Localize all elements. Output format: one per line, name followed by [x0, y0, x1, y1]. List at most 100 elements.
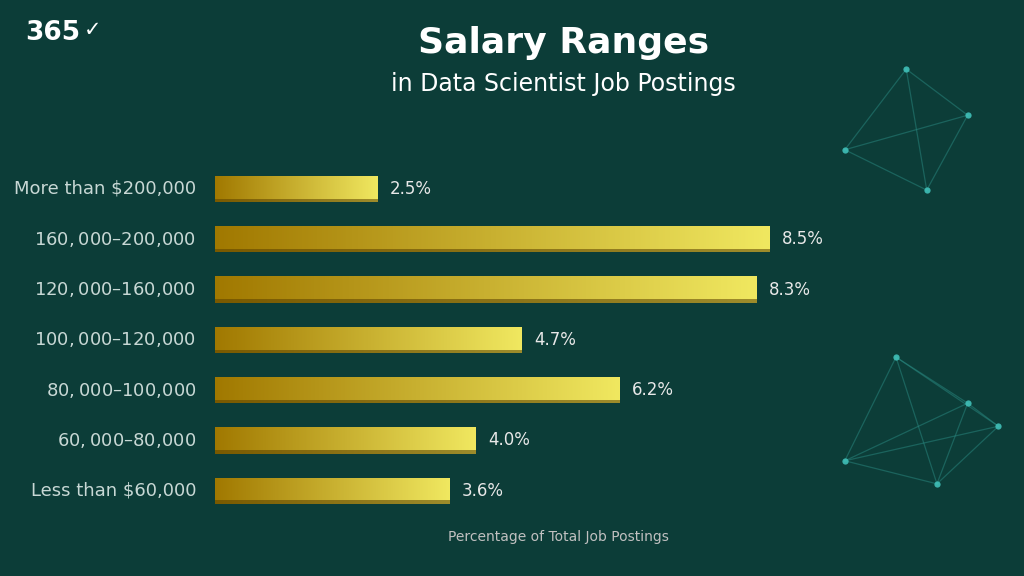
- Bar: [573, 276, 574, 302]
- Bar: [522, 226, 524, 252]
- Bar: [649, 276, 650, 302]
- Bar: [309, 276, 311, 302]
- Bar: [513, 276, 515, 302]
- Bar: [321, 377, 322, 403]
- Bar: [389, 377, 390, 403]
- Bar: [519, 377, 520, 403]
- Bar: [286, 377, 287, 403]
- Bar: [349, 377, 350, 403]
- Bar: [276, 276, 279, 302]
- Bar: [667, 226, 669, 252]
- Text: 4.0%: 4.0%: [488, 431, 530, 449]
- Bar: [536, 226, 538, 252]
- Bar: [236, 226, 238, 252]
- Bar: [269, 276, 271, 302]
- Bar: [401, 276, 403, 302]
- Bar: [383, 276, 385, 302]
- Bar: [409, 276, 411, 302]
- Bar: [243, 226, 245, 252]
- Bar: [731, 226, 733, 252]
- Bar: [261, 226, 263, 252]
- Text: 365: 365: [26, 20, 81, 46]
- Bar: [647, 276, 649, 302]
- Bar: [355, 226, 357, 252]
- Bar: [236, 377, 237, 403]
- Bar: [215, 350, 522, 353]
- Bar: [376, 276, 378, 302]
- Bar: [641, 226, 643, 252]
- Bar: [307, 276, 309, 302]
- Bar: [435, 276, 437, 302]
- Bar: [436, 377, 438, 403]
- Bar: [501, 276, 503, 302]
- Bar: [623, 226, 625, 252]
- Bar: [652, 276, 654, 302]
- Bar: [556, 226, 557, 252]
- Bar: [600, 377, 601, 403]
- Bar: [250, 226, 252, 252]
- Bar: [659, 226, 662, 252]
- Bar: [547, 226, 548, 252]
- Bar: [425, 276, 427, 302]
- Bar: [347, 377, 349, 403]
- Bar: [416, 377, 418, 403]
- Bar: [438, 377, 439, 403]
- Bar: [683, 276, 685, 302]
- Bar: [582, 276, 584, 302]
- Bar: [380, 276, 381, 302]
- Bar: [331, 276, 333, 302]
- Bar: [742, 226, 744, 252]
- Bar: [228, 226, 229, 252]
- Bar: [215, 450, 476, 453]
- Bar: [685, 226, 687, 252]
- Bar: [271, 377, 273, 403]
- Bar: [423, 377, 424, 403]
- Text: ✓: ✓: [84, 20, 101, 40]
- Bar: [636, 276, 638, 302]
- Bar: [504, 276, 506, 302]
- X-axis label: Percentage of Total Job Postings: Percentage of Total Job Postings: [447, 529, 669, 544]
- Bar: [642, 276, 643, 302]
- Bar: [584, 276, 586, 302]
- Bar: [481, 377, 482, 403]
- Bar: [703, 276, 705, 302]
- Bar: [268, 226, 270, 252]
- Bar: [589, 377, 591, 403]
- Bar: [301, 377, 303, 403]
- Bar: [443, 377, 444, 403]
- Bar: [265, 226, 267, 252]
- Bar: [309, 226, 311, 252]
- Bar: [499, 276, 501, 302]
- Bar: [255, 276, 257, 302]
- Bar: [263, 377, 265, 403]
- Bar: [643, 226, 644, 252]
- Bar: [591, 377, 592, 403]
- Bar: [515, 276, 517, 302]
- Bar: [295, 276, 296, 302]
- Bar: [706, 226, 708, 252]
- Bar: [224, 377, 226, 403]
- Bar: [515, 226, 517, 252]
- Bar: [306, 226, 307, 252]
- Bar: [451, 226, 452, 252]
- Bar: [300, 276, 302, 302]
- Bar: [398, 377, 400, 403]
- Bar: [696, 226, 698, 252]
- Bar: [749, 226, 750, 252]
- Bar: [458, 276, 459, 302]
- Bar: [520, 377, 521, 403]
- Bar: [257, 377, 258, 403]
- Bar: [534, 377, 536, 403]
- Bar: [260, 377, 261, 403]
- Bar: [375, 377, 376, 403]
- Bar: [428, 276, 430, 302]
- Bar: [563, 226, 565, 252]
- Bar: [226, 226, 228, 252]
- Bar: [509, 226, 511, 252]
- Bar: [545, 377, 546, 403]
- Bar: [407, 276, 409, 302]
- Bar: [299, 377, 300, 403]
- Bar: [307, 377, 308, 403]
- Bar: [392, 377, 393, 403]
- Bar: [596, 226, 598, 252]
